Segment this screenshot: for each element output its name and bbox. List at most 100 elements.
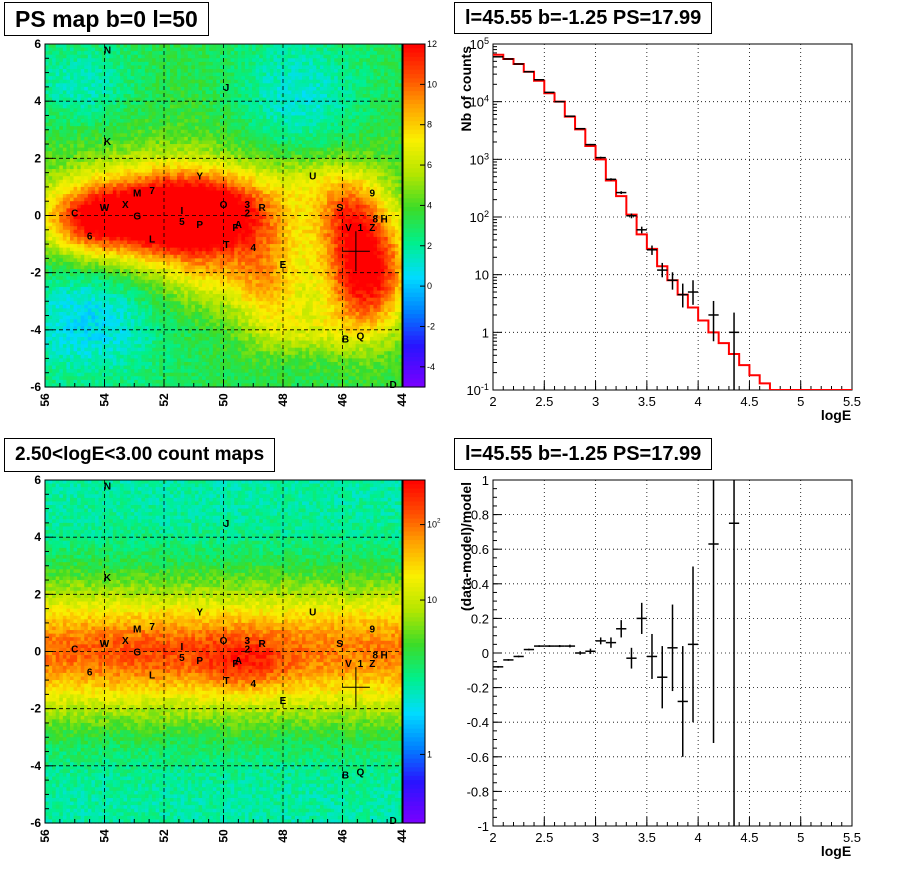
heatmap-cell <box>69 219 75 224</box>
heatmap-cell <box>98 186 103 192</box>
heatmap-cell <box>319 79 325 84</box>
heatmap-cell <box>348 211 353 217</box>
heatmap-cell <box>152 129 157 134</box>
heatmap-cell <box>94 172 100 177</box>
heatmap-cell <box>94 65 100 70</box>
heatmap-cell <box>255 197 260 202</box>
heatmap-cell <box>384 65 389 70</box>
heatmap-cell <box>169 172 175 177</box>
heatmap-cell <box>73 129 78 134</box>
heatmap-cell <box>169 165 175 170</box>
heatmap-cell <box>291 72 296 77</box>
heatmap-cell <box>159 179 164 184</box>
heatmap-cell <box>152 72 157 77</box>
heatmap-cell <box>191 79 196 84</box>
heatmap-cell <box>130 129 135 134</box>
heatmap-cell <box>277 172 282 177</box>
heatmap-cell <box>55 165 60 170</box>
heatmap-cell <box>323 65 328 70</box>
heatmap-cell <box>59 179 64 184</box>
heatmap-cell <box>162 144 167 149</box>
heatmap-cell <box>269 169 275 174</box>
heatmap-cell <box>173 176 178 181</box>
heatmap-cell <box>77 119 82 124</box>
heatmap-cell <box>212 194 217 199</box>
heatmap-cell <box>223 83 228 88</box>
heatmap-cell <box>384 97 389 102</box>
heatmap-cell <box>69 211 75 217</box>
heatmap-cell <box>137 194 142 199</box>
heatmap-cell <box>237 186 242 192</box>
heatmap-cell <box>316 47 321 52</box>
heatmap-cell <box>66 219 71 224</box>
heatmap-cell <box>327 76 332 81</box>
heatmap-cell <box>216 104 221 109</box>
heatmap-cell <box>209 97 214 102</box>
heatmap-cell <box>237 190 242 195</box>
heatmap-cell <box>266 154 271 159</box>
heatmap-cell <box>87 208 93 213</box>
heatmap-cell <box>69 161 75 167</box>
heatmap-cell <box>227 169 232 174</box>
heatmap-cell <box>45 126 50 131</box>
heatmap-cell <box>177 51 182 56</box>
heatmap-cell <box>223 140 228 145</box>
heatmap-cell <box>152 147 157 152</box>
heatmap-cell <box>127 72 132 77</box>
heatmap-cell <box>66 94 71 99</box>
heatmap-cell <box>277 179 282 184</box>
heatmap-cell <box>348 69 353 74</box>
heatmap-cell <box>312 133 317 138</box>
heatmap-cell <box>169 129 175 134</box>
heatmap-cell <box>94 151 100 156</box>
heatmap-cell <box>269 176 275 181</box>
heatmap-cell <box>255 208 260 213</box>
heatmap-cell <box>355 147 360 152</box>
heatmap-cell <box>137 122 142 127</box>
heatmap-cell <box>252 194 257 199</box>
heatmap-cell <box>394 172 400 177</box>
heatmap-cell <box>255 133 260 138</box>
heatmap-cell <box>334 201 339 206</box>
heatmap-cell <box>309 204 314 209</box>
heatmap-cell <box>130 176 135 181</box>
heatmap-cell <box>398 108 403 113</box>
heatmap-cell <box>94 133 100 138</box>
heatmap-cell <box>209 201 214 206</box>
heatmap-cell <box>234 47 239 52</box>
heatmap-cell <box>330 108 335 113</box>
heatmap-cell <box>262 86 267 92</box>
heatmap-cell <box>377 94 382 99</box>
heatmap-cell <box>180 194 185 199</box>
heatmap-cell <box>202 183 207 188</box>
heatmap-cell <box>212 169 217 174</box>
heatmap-cell <box>387 119 392 124</box>
heatmap-cell <box>152 186 157 192</box>
heatmap-cell <box>137 158 142 163</box>
heatmap-cell <box>216 158 221 163</box>
heatmap-cell <box>191 108 196 113</box>
heatmap-cell <box>180 154 185 159</box>
heatmap-cell <box>91 119 96 124</box>
heatmap-cell <box>45 54 50 59</box>
heatmap-cell <box>309 190 314 195</box>
heatmap-cell <box>273 108 278 113</box>
heatmap-cell <box>112 147 117 152</box>
heatmap-cell <box>59 219 64 224</box>
heatmap-cell <box>166 197 171 202</box>
heatmap-cell <box>127 104 132 109</box>
heatmap-cell <box>94 208 100 213</box>
heatmap-cell <box>273 58 278 63</box>
heatmap-cell <box>298 147 303 152</box>
heatmap-cell <box>112 151 117 156</box>
heatmap-cell <box>387 136 392 142</box>
heatmap-cell <box>302 179 307 184</box>
heatmap-cell <box>84 65 89 70</box>
heatmap-cell <box>109 54 114 59</box>
heatmap-cell <box>373 211 378 217</box>
heatmap-cell <box>94 69 100 74</box>
heatmap-cell <box>366 86 371 92</box>
heatmap-cell <box>198 47 203 52</box>
heatmap-cell <box>194 90 200 95</box>
heatmap-cell <box>355 90 360 95</box>
